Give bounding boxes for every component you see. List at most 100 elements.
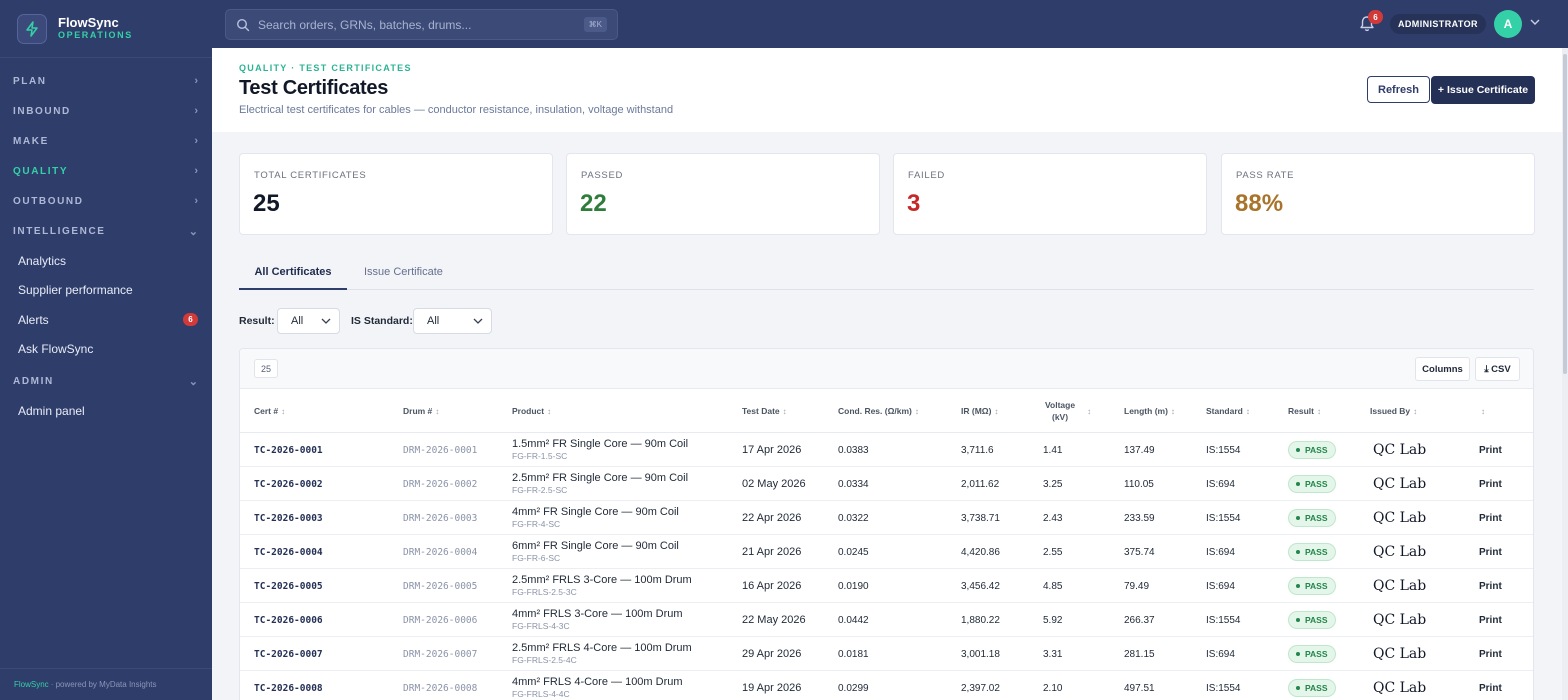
drum-number[interactable]: DRM-2026-0001 (403, 444, 478, 456)
standard-value: IS:1554 (1206, 444, 1241, 456)
nav-section-quality[interactable]: QUALITY › (0, 156, 212, 186)
column-header-result[interactable]: Result ↕ (1288, 389, 1321, 433)
drum-number[interactable]: DRM-2026-0004 (403, 546, 478, 558)
cert-number[interactable]: TC-2026-0002 (254, 478, 323, 490)
drum-number[interactable]: DRM-2026-0002 (403, 478, 478, 490)
cond-res-value: 0.0190 (838, 580, 869, 592)
drum-number[interactable]: DRM-2026-0006 (403, 614, 478, 626)
chevron-right-icon: › (194, 165, 198, 177)
cert-number[interactable]: TC-2026-0003 (254, 512, 323, 524)
print-link[interactable]: Print (1479, 682, 1502, 694)
cert-number[interactable]: TC-2026-0006 (254, 614, 323, 626)
table-row[interactable]: TC-2026-0002 DRM-2026-0002 2.5mm² FR Sin… (240, 467, 1533, 501)
standard-filter-select[interactable]: All (413, 308, 492, 334)
nav-section-outbound[interactable]: OUTBOUND › (0, 186, 212, 216)
issue-certificate-button[interactable]: + Issue Certificate (1431, 76, 1535, 104)
table-row[interactable]: TC-2026-0004 DRM-2026-0004 6mm² FR Singl… (240, 535, 1533, 569)
sidebar-item-supplier-performance[interactable]: Supplier performance (0, 276, 212, 306)
scrollbar-thumb[interactable] (1563, 54, 1567, 374)
alerts-count-badge: 6 (183, 313, 198, 327)
sidebar-item-admin-panel[interactable]: Admin panel (0, 396, 212, 426)
column-header-voltage[interactable]: Voltage (kV) ↕ (1045, 389, 1091, 433)
result-cell: PASS (1288, 569, 1336, 603)
refresh-button[interactable]: Refresh (1367, 76, 1430, 103)
status-dot-icon (1296, 618, 1300, 622)
brand[interactable]: FlowSync OPERATIONS (0, 0, 212, 58)
issued-by: QC Lab (1373, 544, 1427, 560)
test-date: 22 May 2026 (742, 614, 806, 626)
chevron-right-icon: › (194, 105, 198, 117)
cert-number[interactable]: TC-2026-0008 (254, 682, 323, 694)
drum-number[interactable]: DRM-2026-0008 (403, 682, 478, 694)
print-link[interactable]: Print (1479, 546, 1502, 558)
column-header-actions[interactable]: ↕ (1478, 389, 1485, 433)
search-input[interactable] (258, 17, 584, 32)
product-cell: 4mm² FRLS 3-Core — 100m Drum FG-FRLS-4-3C (512, 603, 683, 637)
column-label: Cert # (254, 406, 279, 416)
nav-section-plan[interactable]: PLAN › (0, 66, 212, 96)
column-header-product[interactable]: Product ↕ (512, 389, 551, 433)
print-link[interactable]: Print (1479, 614, 1502, 626)
nav-section-admin[interactable]: ADMIN ⌄ (0, 366, 212, 396)
tab-issue-certificate[interactable]: Issue Certificate (364, 260, 443, 290)
sidebar-item-analytics[interactable]: Analytics (0, 246, 212, 276)
drum-number[interactable]: DRM-2026-0005 (403, 580, 478, 592)
chevron-down-icon[interactable] (1529, 16, 1541, 28)
nav-section-inbound[interactable]: INBOUND › (0, 96, 212, 126)
print-link[interactable]: Print (1479, 444, 1502, 456)
status-label: PASS (1305, 479, 1328, 489)
cert-number[interactable]: TC-2026-0005 (254, 580, 323, 592)
column-header-length[interactable]: Length (m) ↕ (1124, 389, 1175, 433)
table-row[interactable]: TC-2026-0008 DRM-2026-0008 4mm² FRLS 4-C… (240, 671, 1533, 700)
column-label: Voltage (1045, 400, 1076, 410)
table-row[interactable]: TC-2026-0005 DRM-2026-0005 2.5mm² FRLS 3… (240, 569, 1533, 603)
result-cell: PASS (1288, 535, 1336, 569)
column-header-test-date[interactable]: Test Date ↕ (742, 389, 787, 433)
product-code: FG-FRLS-2.5-3C (512, 587, 577, 597)
cert-number[interactable]: TC-2026-0004 (254, 546, 323, 558)
column-header-issued-by[interactable]: Issued By ↕ (1370, 389, 1417, 433)
print-link[interactable]: Print (1479, 580, 1502, 592)
print-link[interactable]: Print (1479, 648, 1502, 660)
product-cell: 2.5mm² FR Single Core — 90m Coil FG-FR-2.… (512, 467, 688, 501)
status-label: PASS (1305, 445, 1328, 455)
role-badge: ADMINISTRATOR (1390, 14, 1486, 34)
page-scrollbar[interactable] (1562, 48, 1568, 700)
length-value: 233.59 (1124, 512, 1155, 524)
print-link[interactable]: Print (1479, 478, 1502, 490)
cert-number[interactable]: TC-2026-0001 (254, 444, 323, 456)
nav-section-make[interactable]: MAKE › (0, 126, 212, 156)
table-row[interactable]: TC-2026-0003 DRM-2026-0003 4mm² FR Singl… (240, 501, 1533, 535)
column-header-standard[interactable]: Standard ↕ (1206, 389, 1250, 433)
sidebar-item-alerts[interactable]: Alerts 6 (0, 305, 212, 335)
product-name: 6mm² FR Single Core — 90m Coil (512, 540, 679, 552)
print-link[interactable]: Print (1479, 512, 1502, 524)
columns-button[interactable]: Columns (1415, 357, 1470, 381)
page-header: QUALITY · TEST CERTIFICATES Test Certifi… (212, 48, 1562, 132)
status-dot-icon (1296, 584, 1300, 588)
result-filter-select[interactable]: All (277, 308, 340, 334)
brand-subtitle: OPERATIONS (58, 29, 133, 40)
nav-section-intelligence[interactable]: INTELLIGENCE ⌄ (0, 216, 212, 246)
table-row[interactable]: TC-2026-0007 DRM-2026-0007 2.5mm² FRLS 4… (240, 637, 1533, 671)
column-header-ir[interactable]: IR (MΩ) ↕ (961, 389, 998, 433)
export-csv-button[interactable]: ⤓ CSV (1475, 357, 1520, 381)
kpi-value: 3 (907, 190, 921, 217)
issued-by: QC Lab (1373, 442, 1427, 458)
column-header-drum[interactable]: Drum # ↕ (403, 389, 439, 433)
cert-number[interactable]: TC-2026-0007 (254, 648, 323, 660)
table-row[interactable]: TC-2026-0006 DRM-2026-0006 4mm² FRLS 3-C… (240, 603, 1533, 637)
column-header-cert[interactable]: Cert # ↕ (254, 389, 285, 433)
sort-icon: ↕ (1245, 406, 1250, 416)
table-toolbar: 25 Columns ⤓ CSV (240, 349, 1533, 389)
avatar[interactable]: A (1494, 10, 1522, 38)
drum-number[interactable]: DRM-2026-0007 (403, 648, 478, 660)
table-row[interactable]: TC-2026-0001 DRM-2026-0001 1.5mm² FR Sin… (240, 433, 1533, 467)
global-search[interactable]: ⌘K (225, 9, 618, 40)
column-header-cond-res[interactable]: Cond. Res. (Ω/km) ↕ (838, 389, 919, 433)
drum-number[interactable]: DRM-2026-0003 (403, 512, 478, 524)
sidebar-item-ask-flowsync[interactable]: Ask FlowSync (0, 335, 212, 365)
kpi-failed: FAILED 3 (893, 153, 1207, 235)
kpi-value: 22 (580, 190, 607, 217)
tab-all-certificates[interactable]: All Certificates (239, 260, 347, 290)
